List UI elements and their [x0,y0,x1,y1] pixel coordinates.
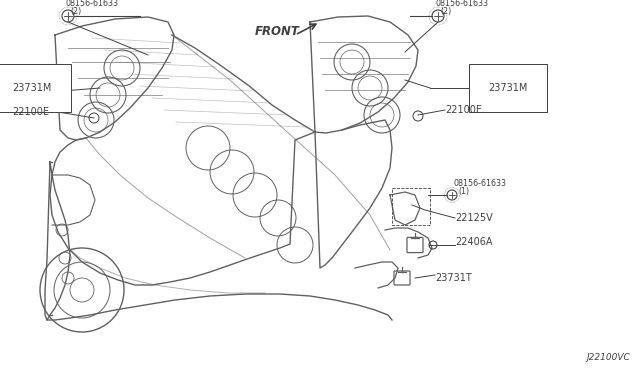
Text: (2): (2) [440,7,451,16]
Text: 08156-61633: 08156-61633 [66,0,119,8]
Text: (2): (2) [70,7,81,16]
Text: 22406A: 22406A [455,237,493,247]
Text: (1): (1) [458,187,469,196]
Text: 08156-61633: 08156-61633 [454,179,507,188]
Text: 23731T: 23731T [435,273,472,283]
Text: 22100E: 22100E [445,105,482,115]
Text: 22125V: 22125V [455,213,493,223]
Text: J22100VC: J22100VC [586,353,630,362]
Text: FRONT: FRONT [255,25,300,38]
Text: 23731M: 23731M [488,83,527,93]
Text: 22100E: 22100E [12,107,49,117]
Text: 23731M: 23731M [12,83,51,93]
Text: 08156-61633: 08156-61633 [436,0,489,8]
